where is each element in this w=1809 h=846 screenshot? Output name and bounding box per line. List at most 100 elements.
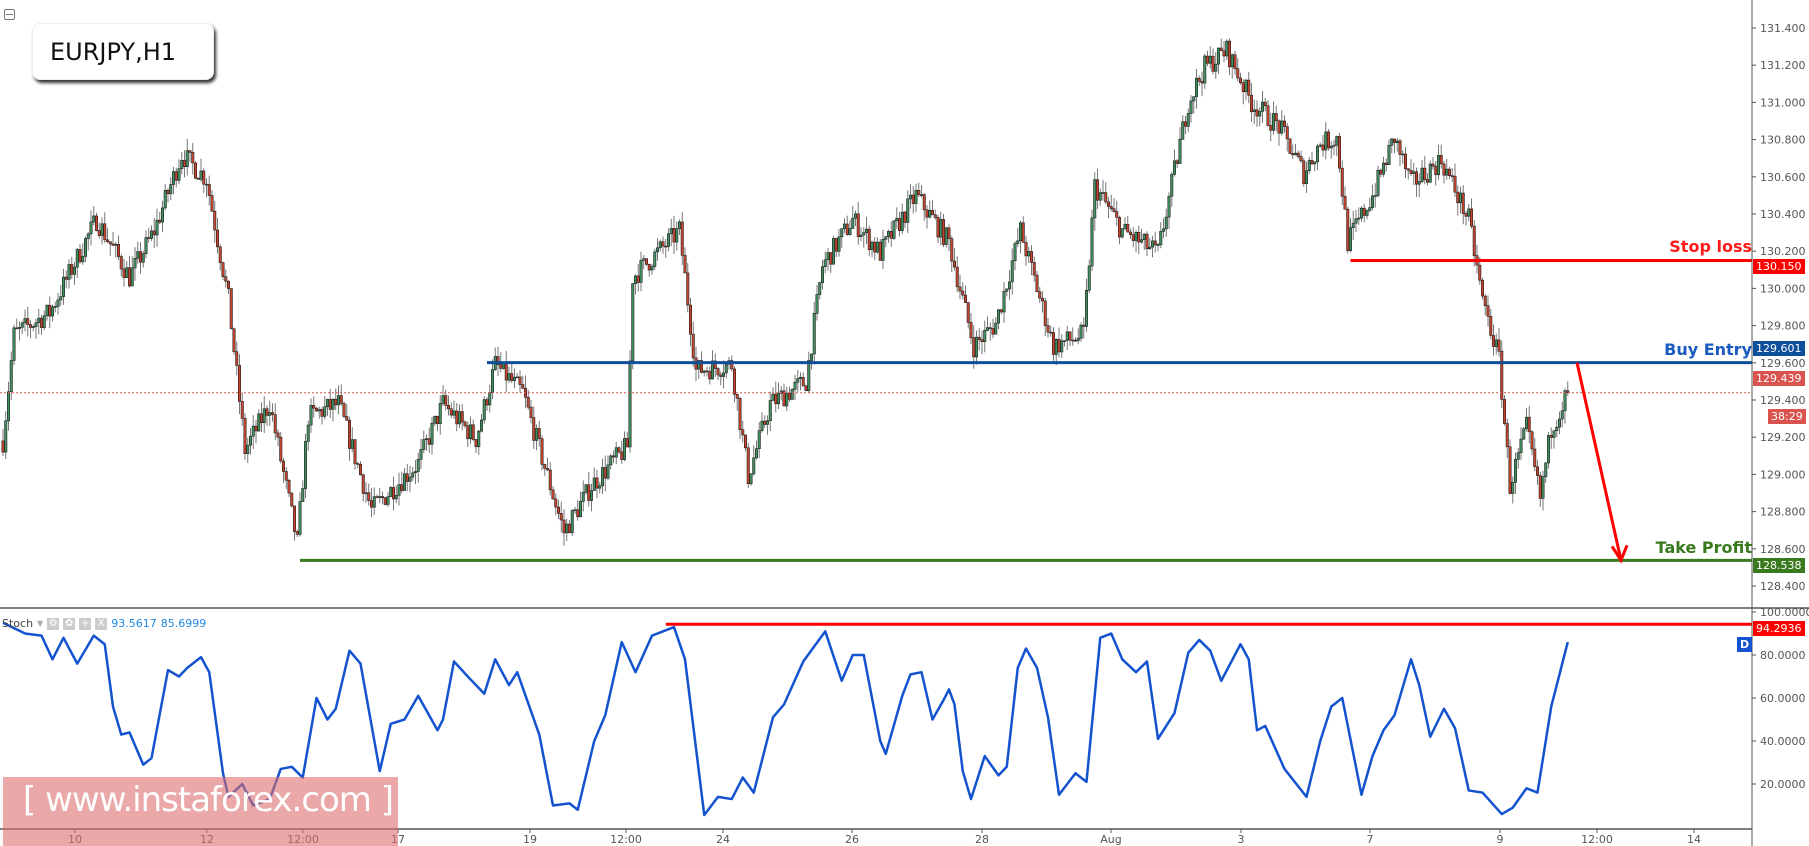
candle-bearish xyxy=(1406,168,1410,171)
candle-bullish xyxy=(1087,265,1091,291)
candle-bullish xyxy=(1123,223,1127,229)
candle-bullish xyxy=(1195,77,1199,97)
candle-bearish xyxy=(295,531,299,535)
candle-bullish xyxy=(1065,331,1069,341)
stop-loss-label: Stop loss xyxy=(1669,237,1752,256)
candle-bullish xyxy=(479,419,483,432)
candle-bullish xyxy=(424,438,428,440)
candle-bullish xyxy=(1007,281,1011,290)
candle-bearish xyxy=(466,425,470,440)
candle-bullish xyxy=(1511,482,1515,494)
candle-bearish xyxy=(922,194,926,211)
candle-bullish xyxy=(488,392,492,406)
candle-bullish xyxy=(1329,145,1333,149)
candle-bullish xyxy=(1313,161,1317,165)
candle-bearish xyxy=(1486,305,1490,317)
candle-bearish xyxy=(1233,54,1237,69)
candle-bullish xyxy=(919,194,923,196)
candle-bullish xyxy=(1459,192,1463,204)
candle-bullish xyxy=(1371,195,1375,208)
candle-bearish xyxy=(1423,167,1427,180)
candle-bullish xyxy=(1305,170,1309,184)
candle-bullish xyxy=(251,425,255,437)
candle-bullish xyxy=(853,213,857,219)
candle-bullish xyxy=(628,360,632,448)
candle-bullish xyxy=(1167,195,1171,218)
candle-bullish xyxy=(906,198,910,223)
candle-bearish xyxy=(834,238,838,252)
candle-bearish xyxy=(1239,77,1243,84)
down-arrow-shaft xyxy=(1575,362,1623,561)
candle-bearish xyxy=(952,260,956,268)
candle-bullish xyxy=(776,392,780,405)
candle-bullish xyxy=(928,209,932,218)
candle-bullish xyxy=(1079,324,1083,339)
candle-bullish xyxy=(7,391,11,422)
candle-bullish xyxy=(771,393,775,401)
candle-bearish xyxy=(292,505,296,532)
candle-bullish xyxy=(666,233,670,247)
candle-bullish xyxy=(411,472,415,478)
candle-bullish xyxy=(1558,418,1562,428)
candle-bullish xyxy=(53,306,57,308)
candle-bullish xyxy=(983,329,987,342)
candle-bearish xyxy=(686,272,690,306)
candle-bearish xyxy=(39,317,43,328)
candle-bullish xyxy=(1090,217,1094,267)
candle-bullish xyxy=(177,168,181,181)
candle-bullish xyxy=(141,253,145,263)
candle-bullish xyxy=(1547,435,1551,464)
candle-bullish xyxy=(350,439,354,449)
candle-bearish xyxy=(320,409,324,417)
candle-bearish xyxy=(1101,192,1105,194)
candle-bullish xyxy=(994,322,998,335)
time-tick-label: 26 xyxy=(845,833,859,846)
candle-bearish xyxy=(485,399,489,406)
gear-icon[interactable]: ✿ xyxy=(63,617,76,630)
candle-bullish xyxy=(1382,162,1386,175)
candle-bearish xyxy=(1137,232,1141,243)
candle-bearish xyxy=(224,276,228,282)
candle-bullish xyxy=(1519,438,1523,453)
candle-bullish xyxy=(515,376,519,379)
candle-bullish xyxy=(185,150,189,167)
stoch-d-badge[interactable]: D xyxy=(1737,637,1753,652)
price-tick-label: 131.400 xyxy=(1760,22,1806,35)
candle-bullish xyxy=(1076,338,1080,341)
chevron-down-icon[interactable]: ▼ xyxy=(37,619,44,628)
candle-bearish xyxy=(243,418,247,454)
candle-bearish xyxy=(774,393,778,405)
plus-icon[interactable]: + xyxy=(79,617,92,630)
candle-bullish xyxy=(815,294,819,314)
candle-bullish xyxy=(669,228,673,235)
stoch-header: Stoch ▼ ⚙ ✿ + X 93.5617 85.6999 xyxy=(2,617,206,630)
candle-bearish xyxy=(782,390,786,407)
stoch-name[interactable]: Stoch xyxy=(2,617,34,630)
candle-bullish xyxy=(1063,340,1067,342)
candle-bearish xyxy=(1327,131,1331,149)
candle-bearish xyxy=(856,213,860,237)
candle-bearish xyxy=(1343,196,1347,210)
candle-bearish xyxy=(1131,234,1135,241)
candle-bullish xyxy=(246,444,250,454)
stoch-tick-label: 80.0000 xyxy=(1760,649,1806,662)
candle-bullish xyxy=(573,509,577,512)
collapse-icon[interactable] xyxy=(4,9,15,20)
candle-bullish xyxy=(408,476,412,482)
candle-bearish xyxy=(1398,140,1402,155)
candle-bearish xyxy=(1536,466,1540,476)
candle-bearish xyxy=(537,428,541,439)
visibility-icon[interactable]: ⚙ xyxy=(47,617,60,630)
candle-bearish xyxy=(644,258,648,265)
candle-bullish xyxy=(441,395,445,404)
candle-bearish xyxy=(963,294,967,303)
candle-bearish xyxy=(147,237,151,239)
candle-bullish xyxy=(1162,228,1166,232)
candle-bearish xyxy=(647,264,651,271)
candle-bearish xyxy=(1,440,5,453)
candle-bearish xyxy=(1145,233,1149,250)
candle-bullish xyxy=(298,501,302,535)
close-icon[interactable]: X xyxy=(95,617,108,630)
candle-bullish xyxy=(262,408,266,424)
